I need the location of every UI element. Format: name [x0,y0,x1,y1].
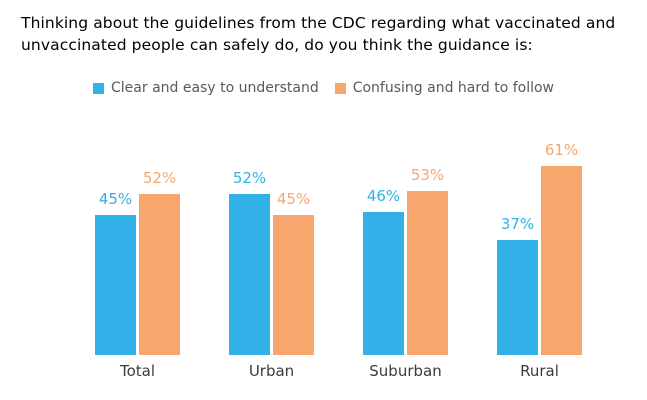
bar [497,240,538,355]
bar-value-label: 46% [366,187,401,205]
legend-label-clear: Clear and easy to understand [111,80,319,96]
bar [229,194,270,355]
bar-value-label: 61% [544,141,579,159]
bar [273,215,314,355]
bar [139,194,180,355]
legend-swatch-clear-icon [93,82,104,94]
bar [541,166,582,355]
legend-item-clear: Clear and easy to understand [93,80,319,96]
bar-value-label: 45% [276,190,311,208]
bar-column: 52% [229,169,270,355]
bar-column: 53% [407,166,448,355]
legend-swatch-confusing-icon [334,82,346,94]
category-label-rural: Rural [520,362,559,380]
bar-column: 46% [363,187,404,355]
bar-group-rural: 37% 61% [497,141,582,355]
bar-column: 45% [273,190,314,355]
bar-chart: 45% 52% 52% 45% 46% 53% 37% 61% [95,120,582,355]
bar-group-suburban: 46% 53% [363,166,448,355]
category-label-urban: Urban [248,362,295,380]
bar-column: 37% [497,215,538,355]
category-label-total: Total [119,362,156,380]
bar-group-urban: 52% 45% [229,169,314,355]
bar [407,191,448,355]
legend-label-confusing: Confusing and hard to follow [352,80,554,96]
bar-value-label: 53% [410,166,445,184]
bar-column: 45% [95,190,136,355]
legend-item-confusing: Confusing and hard to follow [334,80,554,96]
bar [363,212,404,355]
bar-value-label: 52% [142,169,177,187]
chart-title: Thinking about the guidelines from the C… [21,14,616,54]
bar-value-label: 37% [500,215,535,233]
category-axis: Total Urban Suburban Rural [95,362,582,380]
bar-column: 52% [139,169,180,355]
bar-column: 61% [541,141,582,355]
bar [95,215,136,355]
bar-value-label: 45% [98,190,133,208]
category-label-suburban: Suburban [369,362,442,380]
legend: Clear and easy to understand Confusing a… [0,80,647,96]
bar-value-label: 52% [232,169,267,187]
bar-group-total: 45% 52% [95,169,180,355]
